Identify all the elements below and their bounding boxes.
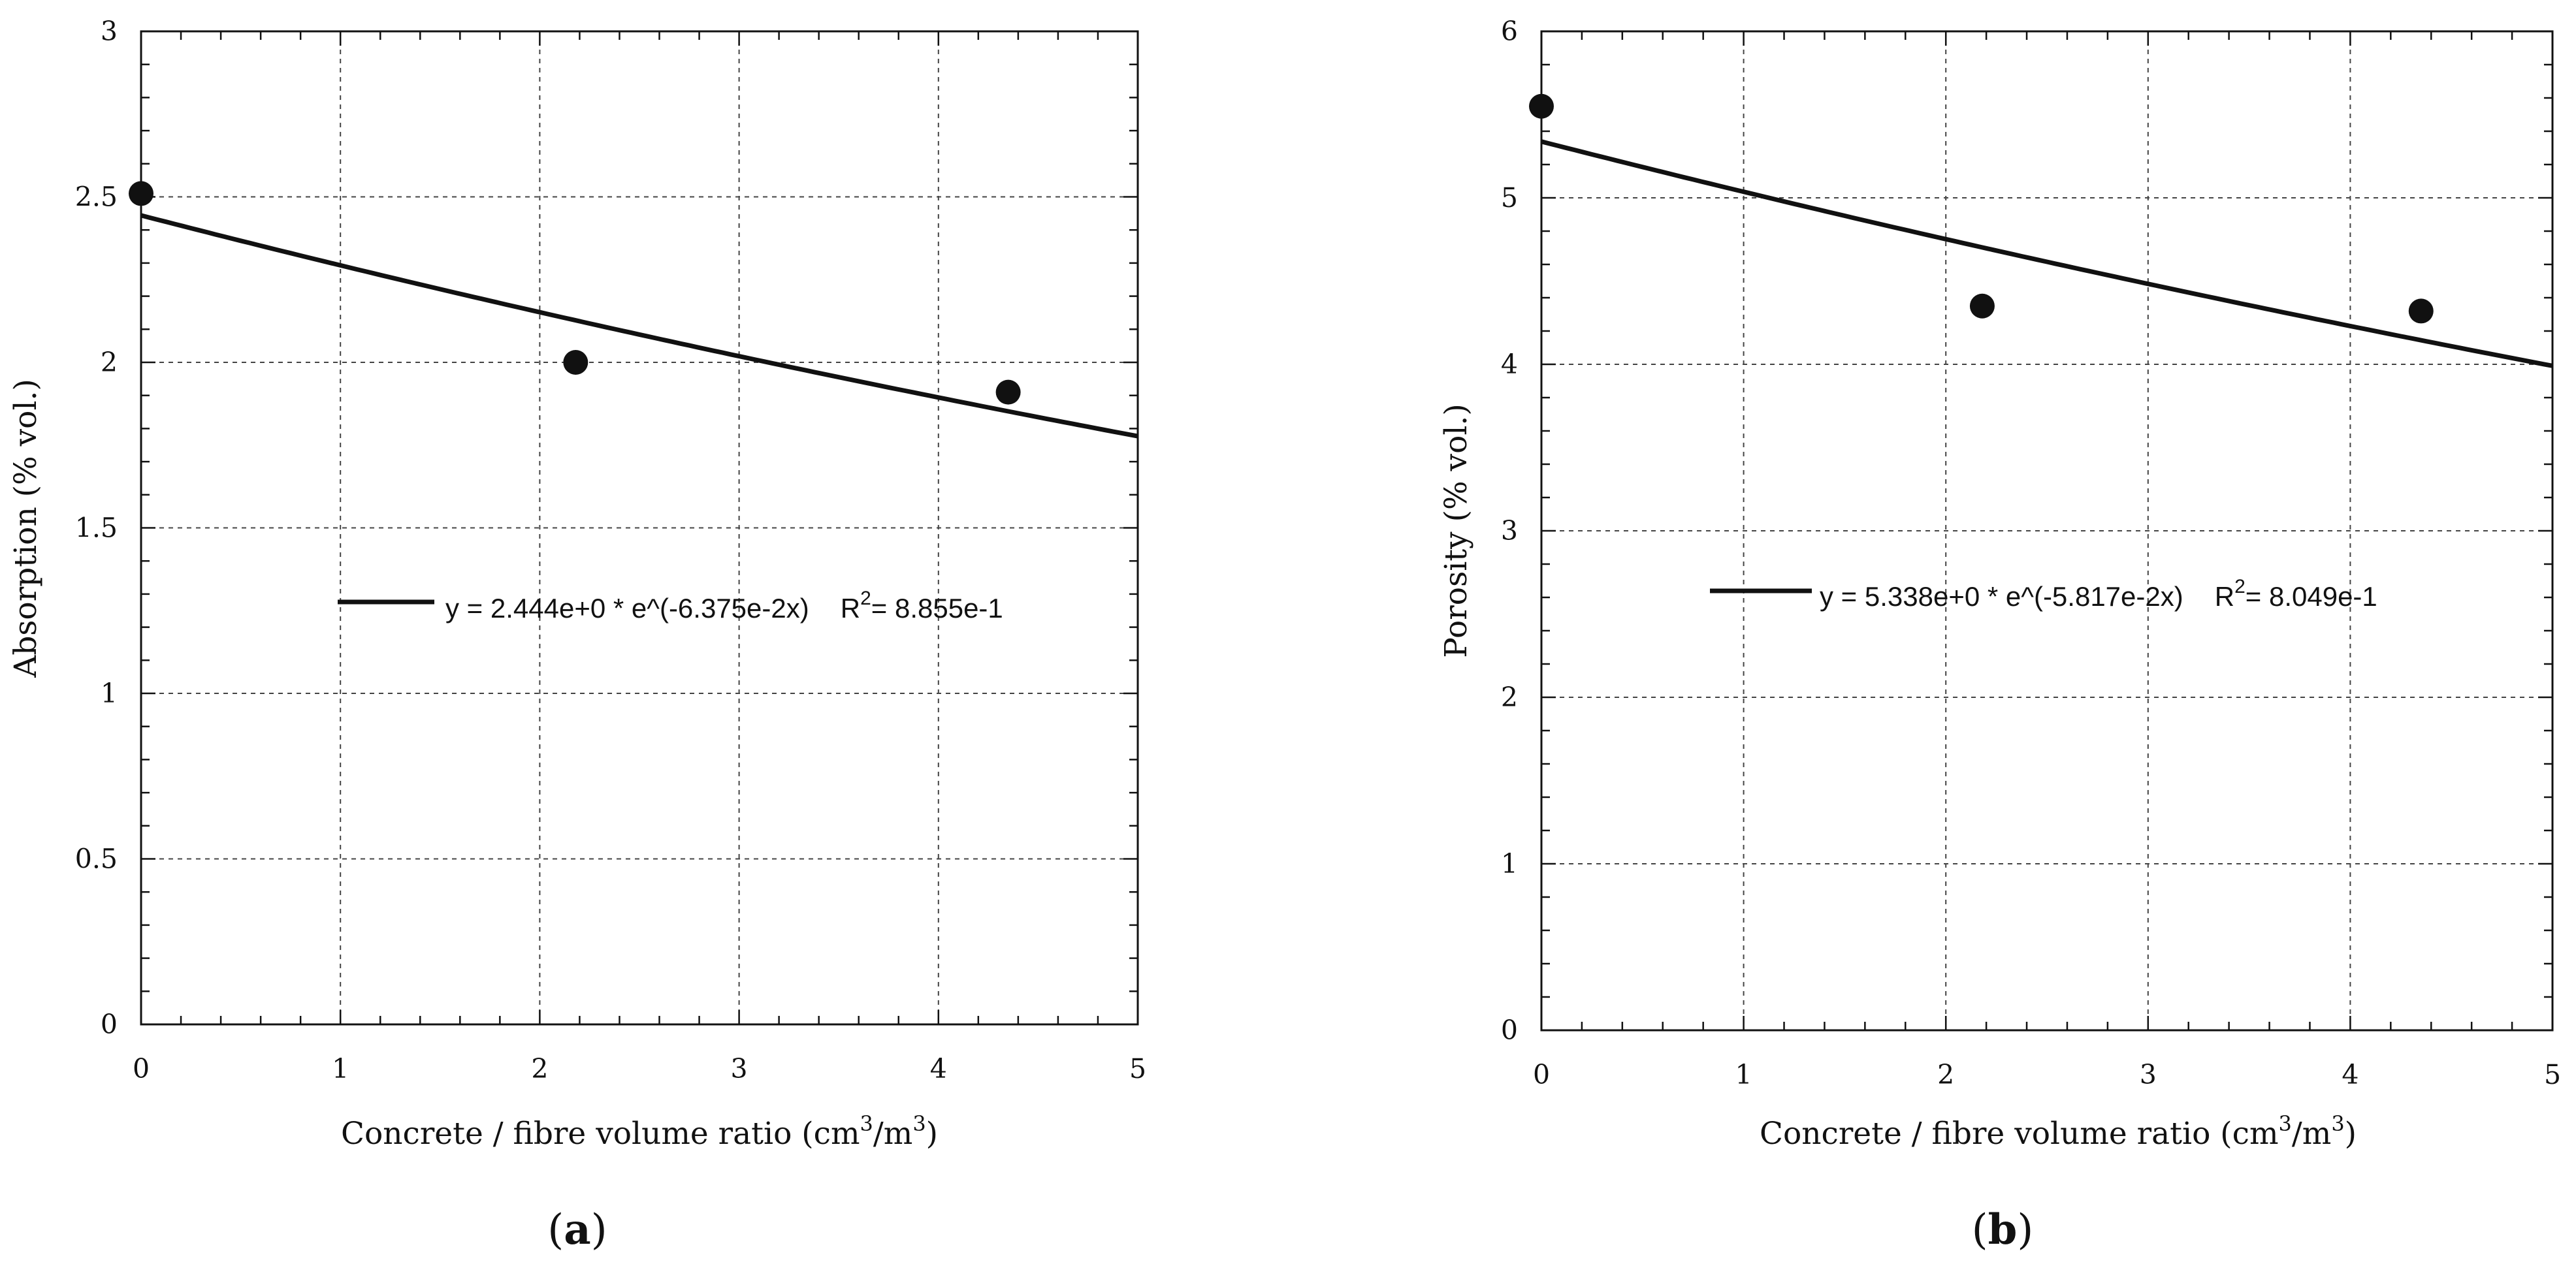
y-tick-label: 2 [1501, 682, 1518, 713]
plot-frame [140, 30, 1139, 1026]
x-axis-title: Concrete / fibre volume ratio (cm3/m3) [341, 1111, 938, 1152]
x-tick-label: 2 [531, 1053, 548, 1084]
x-tick-label: 3 [731, 1053, 748, 1084]
x-axis-title-prefix: Concrete / fibre volume ratio (cm [341, 1116, 860, 1152]
legend-r-superscript: 2 [860, 588, 871, 609]
y-tick-label: 3 [1501, 515, 1518, 546]
caption-paren: ( [547, 1206, 564, 1254]
y-tick-label: 1.5 [75, 513, 118, 544]
legend-r-value: = 8.049e-1 [2246, 581, 2377, 612]
data-point [129, 181, 153, 206]
x-tick-label: 4 [2342, 1059, 2359, 1090]
caption-paren: ) [591, 1206, 607, 1254]
x-axis-title: Concrete / fibre volume ratio (cm3/m3) [1760, 1111, 2357, 1152]
x-axis-title-sup: 3 [860, 1111, 873, 1136]
panel-caption: (a) [547, 1205, 607, 1254]
data-point [2408, 298, 2434, 324]
y-tick-label: 1 [101, 678, 118, 709]
x-axis-title-suffix: ) [2345, 1116, 2357, 1152]
data-point [563, 350, 588, 375]
data-point [995, 379, 1021, 405]
x-axis-title-mid: /m [873, 1116, 912, 1152]
y-axis-title: Absorption (% vol.) [8, 379, 44, 678]
x-tick-label: 5 [1129, 1053, 1146, 1084]
y-tick-label: 0 [101, 1009, 118, 1040]
x-tick-label: 3 [2140, 1059, 2157, 1090]
x-axis-title-suffix: ) [926, 1116, 938, 1152]
x-axis-title-sup: 3 [912, 1111, 926, 1136]
x-axis-title-mid: /m [2292, 1116, 2331, 1152]
x-tick-label: 1 [1735, 1059, 1752, 1090]
x-axis-title-sup: 3 [2331, 1111, 2344, 1136]
panel-caption: (b) [1972, 1205, 2034, 1254]
y-tick-label: 6 [1501, 16, 1518, 47]
data-point [1529, 93, 1554, 119]
legend-equation: y = 5.338e+0 * e^(-5.817e-2x) [1820, 581, 2183, 612]
y-tick-label: 2.5 [75, 182, 118, 213]
caption-paren: ) [2017, 1206, 2033, 1254]
x-tick-label: 0 [133, 1053, 150, 1084]
legend-text: y = 5.338e+0 * e^(-5.817e-2x) R2= 8.049e-… [1820, 576, 2377, 612]
plot-frame [1540, 30, 2554, 1032]
y-tick-label: 2 [101, 347, 118, 378]
y-tick-label: 3 [101, 16, 118, 47]
caption-letter: a [564, 1205, 590, 1254]
x-axis-title-prefix: Concrete / fibre volume ratio (cm [1760, 1116, 2279, 1152]
legend-r-label: R [2215, 581, 2234, 612]
caption-letter: b [1988, 1205, 2018, 1254]
x-tick-label: 5 [2544, 1059, 2561, 1090]
x-tick-label: 0 [1533, 1059, 1550, 1090]
fit-curve [140, 213, 1138, 439]
y-tick-label: 4 [1501, 349, 1518, 380]
x-tick-label: 2 [1937, 1059, 1954, 1090]
y-tick-label: 5 [1501, 182, 1518, 213]
chart-a: 0 1 2 3 4 5 0 0.5 1 1.5 2 2.5 3 y = 2.444e+0 * e^(-6.… [8, 16, 1146, 1254]
y-tick-label: 0 [1501, 1015, 1518, 1046]
chart-b: 0 1 2 3 4 5 0 1 2 3 4 5 6 y = 5.338e+0 * e^(-5.817e-2… [1438, 16, 2561, 1254]
y-tick-label: 1 [1501, 848, 1518, 879]
x-tick-label: 4 [930, 1053, 947, 1084]
fit-curve [1541, 139, 2553, 368]
legend-r-value: = 8.855e-1 [871, 593, 1003, 624]
caption-paren: ( [1972, 1206, 1988, 1254]
y-axis-title: Porosity (% vol.) [1438, 403, 1474, 657]
legend-r-superscript: 2 [2234, 576, 2246, 597]
legend-equation: y = 2.444e+0 * e^(-6.375e-2x) [445, 593, 809, 624]
y-tick-label: 0.5 [75, 844, 118, 875]
x-axis-title-sup: 3 [2279, 1111, 2292, 1136]
legend-r-label: R [841, 593, 860, 624]
data-point [1969, 293, 1995, 319]
x-tick-label: 1 [332, 1053, 349, 1084]
legend-text: y = 2.444e+0 * e^(-6.375e-2x) R2= 8.855e-… [445, 588, 1003, 624]
